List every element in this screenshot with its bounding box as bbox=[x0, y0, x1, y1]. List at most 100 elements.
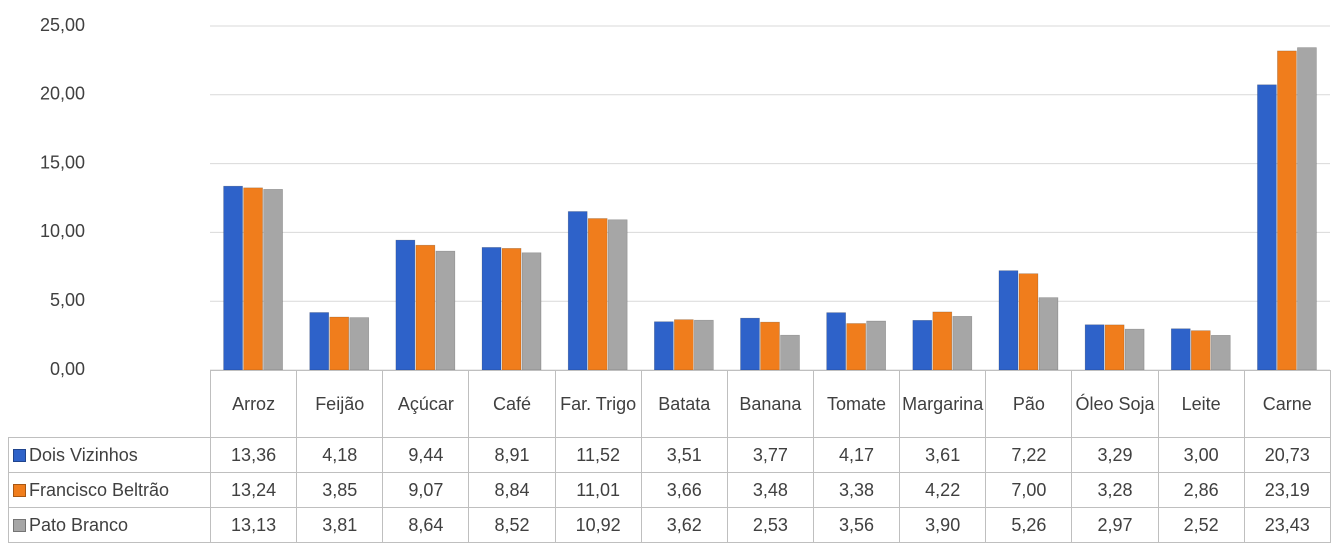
y-tick-label: 20,00 bbox=[40, 84, 85, 104]
data-label: 3,61 bbox=[899, 437, 987, 473]
x-tick-label: Batata bbox=[640, 370, 728, 438]
data-label: 4,17 bbox=[812, 437, 901, 473]
data-label: 23,19 bbox=[1243, 472, 1331, 508]
bar bbox=[866, 320, 886, 371]
data-label: 13,13 bbox=[209, 507, 298, 543]
bar bbox=[435, 250, 456, 371]
data-label: 3,29 bbox=[1071, 437, 1159, 473]
y-tick-label: 10,00 bbox=[40, 221, 85, 241]
bar bbox=[263, 189, 283, 371]
data-label: 4,18 bbox=[296, 437, 384, 473]
data-table: Arroz Feijão Açúcar Café Far. Trigo Batata Ban… bbox=[8, 370, 1331, 543]
legend-swatch bbox=[13, 518, 26, 532]
bar bbox=[223, 185, 243, 371]
bar bbox=[329, 316, 350, 371]
x-tick-label: Café bbox=[468, 370, 556, 438]
corner-cell bbox=[8, 370, 211, 438]
x-tick-label: Tomate bbox=[812, 370, 901, 438]
data-label: 9,07 bbox=[382, 472, 470, 508]
data-label: 9,44 bbox=[382, 437, 470, 473]
x-tick-label: Arroz bbox=[209, 370, 298, 438]
data-label: 20,73 bbox=[1243, 437, 1331, 473]
x-tick-label: Óleo Soja bbox=[1071, 370, 1159, 438]
bar bbox=[1257, 84, 1277, 371]
data-label: 3,81 bbox=[296, 507, 384, 543]
bar bbox=[243, 187, 263, 371]
data-label: 7,22 bbox=[985, 437, 1073, 473]
data-label: 3,51 bbox=[640, 437, 728, 473]
x-tick-label: Carne bbox=[1243, 370, 1331, 438]
data-label: 13,36 bbox=[209, 437, 298, 473]
data-label: 4,22 bbox=[899, 472, 987, 508]
legend-entry: Pato Branco bbox=[8, 507, 211, 543]
bar bbox=[349, 317, 370, 371]
data-label: 10,92 bbox=[554, 507, 642, 543]
data-label: 3,85 bbox=[296, 472, 384, 508]
data-label: 13,24 bbox=[209, 472, 298, 508]
bar bbox=[694, 319, 714, 371]
bar bbox=[415, 244, 436, 371]
bar bbox=[567, 211, 588, 371]
x-tick-label: Leite bbox=[1157, 370, 1245, 438]
bar bbox=[395, 239, 416, 371]
data-label: 3,66 bbox=[640, 472, 728, 508]
bar bbox=[654, 321, 674, 371]
bar bbox=[309, 312, 330, 371]
bar bbox=[1297, 47, 1317, 371]
legend-swatch bbox=[13, 448, 26, 462]
bar bbox=[587, 218, 608, 371]
data-label: 3,90 bbox=[899, 507, 987, 543]
legend-entry: Dois Vizinhos bbox=[8, 437, 211, 473]
y-tick-label: 25,00 bbox=[40, 15, 85, 35]
data-label: 2,53 bbox=[726, 507, 814, 543]
legend-swatch bbox=[13, 483, 26, 497]
x-tick-label: Margarina bbox=[899, 370, 987, 438]
data-label: 8,52 bbox=[468, 507, 556, 543]
bar bbox=[501, 248, 522, 371]
bar bbox=[1170, 328, 1191, 371]
bar bbox=[674, 319, 694, 371]
legend-label: Francisco Beltrão bbox=[29, 479, 170, 500]
header-row: Arroz Feijão Açúcar Café Far. Trigo Batata Ban… bbox=[8, 370, 1331, 438]
bar bbox=[760, 321, 780, 371]
x-tick-label: Banana bbox=[726, 370, 814, 438]
data-label: 11,01 bbox=[554, 472, 642, 508]
data-label: 3,77 bbox=[726, 437, 814, 473]
data-label: 11,52 bbox=[554, 437, 642, 473]
bar bbox=[826, 312, 846, 371]
x-tick-label: Pão bbox=[985, 370, 1073, 438]
legend-label: Pato Branco bbox=[29, 514, 129, 535]
bar bbox=[1038, 297, 1059, 371]
data-label: 8,64 bbox=[382, 507, 470, 543]
legend-label: Dois Vizinhos bbox=[29, 444, 138, 465]
bar bbox=[607, 219, 628, 371]
data-label: 3,48 bbox=[726, 472, 814, 508]
series-row: Francisco Beltrão 13,24 3,85 9,07 8,84 11,01 3… bbox=[8, 472, 1331, 508]
bar bbox=[1190, 330, 1211, 371]
bar bbox=[998, 270, 1019, 371]
bar bbox=[932, 311, 953, 371]
bar bbox=[1124, 328, 1145, 371]
y-tick-label: 15,00 bbox=[40, 152, 85, 172]
data-label: 8,91 bbox=[468, 437, 556, 473]
bar bbox=[1018, 273, 1039, 371]
y-tick-label: 5,00 bbox=[50, 290, 85, 310]
data-label: 5,26 bbox=[985, 507, 1073, 543]
series-row: Dois Vizinhos 13,36 4,18 9,44 8,91 11,52 3,51 3… bbox=[8, 437, 1331, 473]
bar bbox=[912, 320, 933, 371]
data-label: 23,43 bbox=[1243, 507, 1331, 543]
bar bbox=[1277, 50, 1297, 371]
bar bbox=[952, 316, 973, 371]
bar bbox=[1084, 324, 1105, 371]
data-label: 3,28 bbox=[1071, 472, 1159, 508]
bar bbox=[1210, 335, 1231, 371]
bar bbox=[740, 317, 760, 371]
data-label: 3,56 bbox=[812, 507, 901, 543]
bar bbox=[780, 334, 800, 371]
bar bbox=[1104, 324, 1125, 371]
bar bbox=[846, 323, 866, 371]
x-tick-label: Far. Trigo bbox=[554, 370, 642, 438]
data-label: 3,38 bbox=[812, 472, 901, 508]
